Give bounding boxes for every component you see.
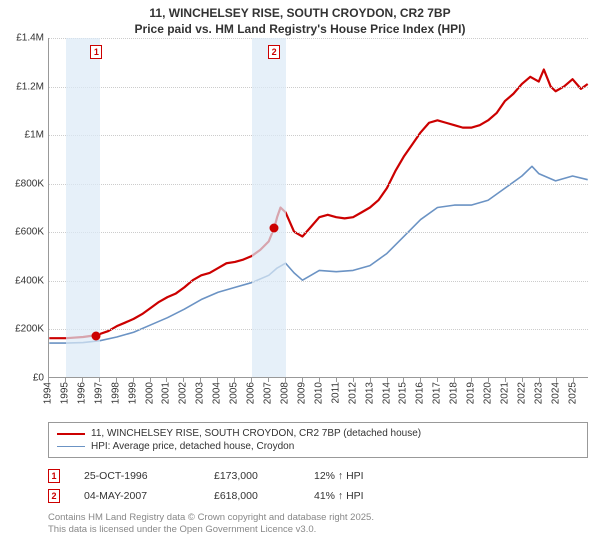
sales-row: 1 25-OCT-1996£173,00012% ↑ HPI [48, 466, 414, 486]
x-tick-label: 2015 [398, 382, 409, 404]
chart-area: £0£200K£400K£600K£800K£1M£1.2M£1.4M 12 1… [0, 38, 600, 418]
x-tick-label: 2022 [516, 382, 527, 404]
footer-line-1: Contains HM Land Registry data © Crown c… [48, 512, 374, 524]
legend: 11, WINCHELSEY RISE, SOUTH CROYDON, CR2 … [48, 422, 588, 458]
footer-attribution: Contains HM Land Registry data © Crown c… [48, 512, 374, 537]
x-tick-label: 2021 [500, 382, 511, 404]
gridline [49, 135, 588, 136]
x-tick-label: 2008 [279, 382, 290, 404]
sales-row-pct: 41% ↑ HPI [314, 490, 414, 502]
x-tick-label: 2019 [466, 382, 477, 404]
legend-label: 11, WINCHELSEY RISE, SOUTH CROYDON, CR2 … [91, 428, 421, 439]
marker-box: 2 [268, 45, 280, 59]
legend-swatch [57, 446, 85, 447]
y-tick-label: £1M [25, 130, 44, 141]
x-tick-label: 2014 [381, 382, 392, 404]
x-tick-label: 2002 [178, 382, 189, 404]
x-tick-label: 2023 [533, 382, 544, 404]
gridline [49, 184, 588, 185]
sales-row: 2 04-MAY-2007£618,00041% ↑ HPI [48, 486, 414, 506]
legend-swatch [57, 433, 85, 435]
sales-row-date: 04-MAY-2007 [84, 490, 214, 502]
x-tick-label: 2016 [415, 382, 426, 404]
x-tick-label: 2012 [347, 382, 358, 404]
title-line-1: 11, WINCHELSEY RISE, SOUTH CROYDON, CR2 … [0, 6, 600, 22]
legend-row: 11, WINCHELSEY RISE, SOUTH CROYDON, CR2 … [57, 427, 579, 440]
x-tick-label: 2009 [296, 382, 307, 404]
x-tick-label: 1997 [93, 382, 104, 404]
x-tick-label: 2025 [567, 382, 578, 404]
y-axis: £0£200K£400K£600K£800K£1M£1.2M£1.4M [0, 38, 48, 378]
x-tick-label: 2003 [195, 382, 206, 404]
gridline [49, 87, 588, 88]
y-tick-label: £800K [15, 178, 44, 189]
y-tick-label: £1.4M [16, 33, 44, 44]
x-tick-label: 2018 [449, 382, 460, 404]
x-tick-label: 1995 [59, 382, 70, 404]
line-series-svg [49, 38, 588, 377]
y-tick-label: £400K [15, 275, 44, 286]
x-tick-label: 2013 [364, 382, 375, 404]
sales-row-marker: 1 [48, 469, 60, 483]
y-tick-label: £600K [15, 227, 44, 238]
x-tick-label: 2010 [313, 382, 324, 404]
y-tick-label: £1.2M [16, 81, 44, 92]
gridline [49, 232, 588, 233]
sales-table: 1 25-OCT-1996£173,00012% ↑ HPI 2 04-MAY-200… [48, 466, 414, 506]
sales-row-pct: 12% ↑ HPI [314, 470, 414, 482]
x-tick-label: 1994 [43, 382, 54, 404]
x-tick-label: 2024 [550, 382, 561, 404]
sales-row-marker: 2 [48, 489, 60, 503]
footer-line-2: This data is licensed under the Open Gov… [48, 524, 374, 536]
gridline [49, 38, 588, 39]
shaded-band [66, 38, 100, 377]
y-tick-label: £200K [15, 324, 44, 335]
legend-label: HPI: Average price, detached house, Croy… [91, 441, 294, 452]
x-tick-label: 2007 [263, 382, 274, 404]
x-tick-label: 1999 [127, 382, 138, 404]
chart-title: 11, WINCHELSEY RISE, SOUTH CROYDON, CR2 … [0, 0, 600, 37]
series-line-price_paid [49, 70, 587, 339]
series-line-hpi [49, 166, 587, 343]
sales-row-price: £173,000 [214, 470, 314, 482]
shaded-band [252, 38, 286, 377]
x-tick-label: 2000 [144, 382, 155, 404]
plot-area: 12 [48, 38, 588, 378]
marker-box: 1 [90, 45, 102, 59]
sales-row-price: £618,000 [214, 490, 314, 502]
gridline [49, 281, 588, 282]
sales-row-date: 25-OCT-1996 [84, 470, 214, 482]
x-tick-label: 2020 [483, 382, 494, 404]
sale-point-dot [270, 223, 279, 232]
x-tick-label: 2001 [161, 382, 172, 404]
title-line-2: Price paid vs. HM Land Registry's House … [0, 22, 600, 38]
x-tick-label: 2017 [432, 382, 443, 404]
x-tick-label: 2005 [229, 382, 240, 404]
sale-point-dot [92, 331, 101, 340]
x-tick-label: 2011 [330, 382, 341, 404]
x-tick-label: 2004 [212, 382, 223, 404]
x-axis: 1994199519961997199819992000200120022003… [48, 378, 588, 418]
x-tick-label: 2006 [246, 382, 257, 404]
x-tick-label: 1996 [76, 382, 87, 404]
gridline [49, 329, 588, 330]
x-tick-label: 1998 [110, 382, 121, 404]
legend-row: HPI: Average price, detached house, Croy… [57, 440, 579, 453]
